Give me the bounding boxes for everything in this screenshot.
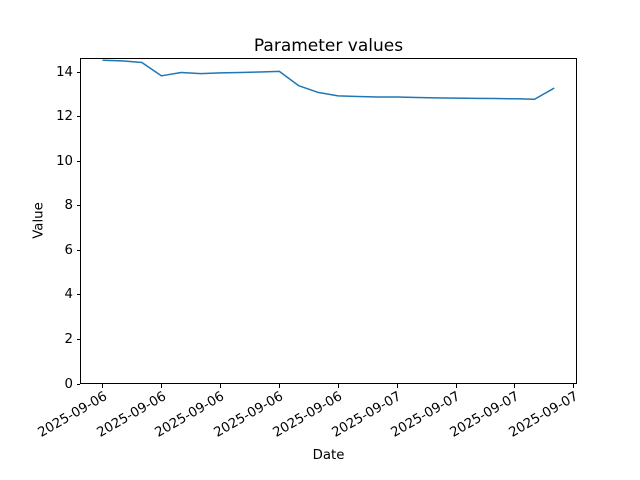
x-tick-label: 2025-09-06	[270, 389, 346, 441]
plot-area	[80, 57, 577, 384]
x-tick-label: 2025-09-06	[152, 389, 228, 441]
y-axis-label: Value	[31, 202, 47, 239]
y-tick-label: 10	[56, 153, 73, 169]
y-tick-label: 6	[64, 242, 73, 258]
line-chart-canvas	[102, 59, 555, 100]
x-tick-label: 2025-09-07	[506, 389, 581, 441]
x-tick-mark	[219, 384, 221, 388]
y-tick-label: 14	[56, 64, 73, 80]
y-tick-label: 0	[64, 376, 73, 392]
x-tick-mark	[337, 384, 339, 388]
x-tick-mark	[102, 384, 104, 388]
x-tick-label: 2025-09-07	[388, 389, 463, 441]
x-tick-mark	[396, 384, 398, 388]
x-tick-mark	[573, 384, 575, 388]
y-tick-label: 2	[64, 331, 73, 347]
chart-title: Parameter values	[253, 36, 404, 56]
x-axis-label: Date	[312, 448, 345, 463]
x-tick-mark	[161, 384, 162, 388]
y-tick-label: 4	[64, 287, 73, 303]
x-tick-mark	[278, 384, 280, 388]
x-tick-mark	[455, 384, 457, 388]
y-tick-label: 12	[56, 109, 73, 125]
x-tick-label: 2025-09-06	[35, 389, 110, 441]
x-tick-label: 2025-09-06	[211, 389, 287, 441]
x-tick-label: 2025-09-06	[94, 389, 169, 441]
x-tick-mark	[514, 384, 516, 388]
parameter-line-series	[102, 59, 555, 100]
x-tick-label: 2025-09-07	[329, 389, 405, 441]
x-tick-label: 2025-09-07	[447, 389, 522, 441]
